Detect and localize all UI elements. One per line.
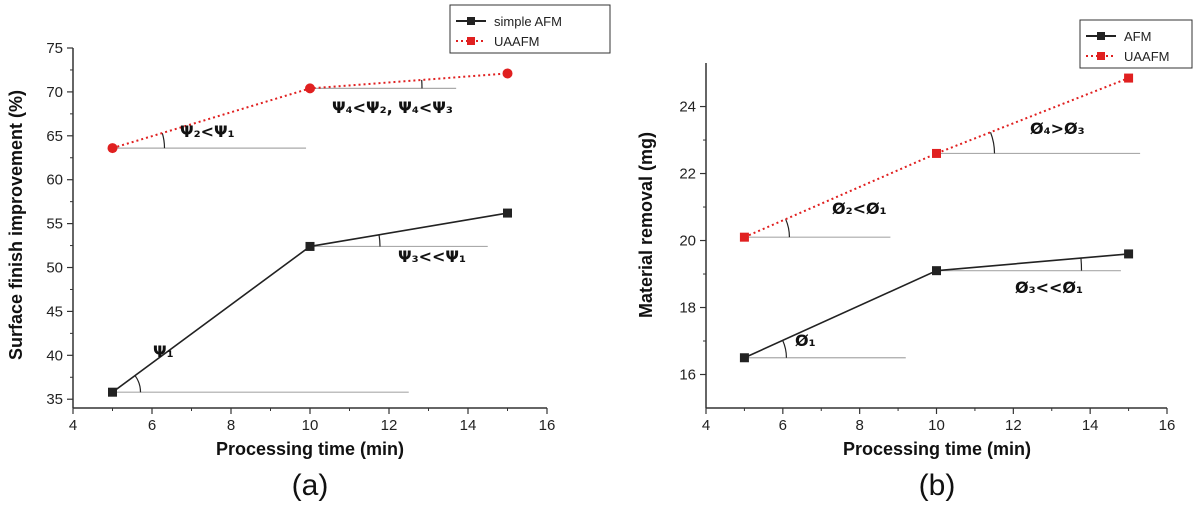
data-point bbox=[107, 143, 118, 154]
angle-annotation: Ψ₂<Ψ₁ bbox=[180, 122, 235, 141]
angle-guides-b bbox=[744, 132, 1141, 359]
data-point bbox=[305, 83, 315, 94]
angle-annotation: Ψ₁ bbox=[153, 342, 174, 361]
y-tick-label: 50 bbox=[46, 260, 63, 277]
panel-caption-b: (b) bbox=[919, 469, 956, 502]
x-tick-label: 14 bbox=[460, 417, 477, 434]
x-tick-label: 4 bbox=[69, 417, 77, 434]
x-tick-label: 4 bbox=[702, 417, 710, 434]
data-point bbox=[108, 387, 117, 397]
x-tick-label: 10 bbox=[928, 417, 945, 434]
y-tick-label: 20 bbox=[679, 233, 696, 250]
y-tick-label: 55 bbox=[46, 216, 63, 233]
angle-annotation: Ø₁ bbox=[795, 331, 816, 350]
angle-annotation: Ø₃<<Ø₁ bbox=[1015, 278, 1083, 297]
series-group-b bbox=[739, 73, 1134, 363]
y-tick-label: 45 bbox=[46, 303, 63, 320]
axes-a: 4 6 8 10 12 14 16 35 40 45 50 55 60 65 70 75 bbox=[46, 40, 555, 434]
y-tick-label: 75 bbox=[46, 40, 63, 57]
data-point bbox=[503, 208, 512, 218]
angle-annotation: Ψ₃<<Ψ₁ bbox=[398, 247, 466, 266]
y-axis-label-b: Material removal (mg) bbox=[636, 132, 656, 318]
x-axis-label-b: Processing time (min) bbox=[843, 439, 1031, 459]
chart-panel-b: 4 6 8 10 12 14 16 16 18 20 22 24 Ø₁ Ø₂<Ø₁ Ø₃<<Ø₁ Ø₄>Ø₃… bbox=[636, 19, 1193, 502]
axes-b: 4 6 8 10 12 14 16 16 18 20 22 24 bbox=[679, 63, 1175, 434]
legend-label-uaafm-b: UAAFM bbox=[1124, 49, 1170, 64]
annotations-a: Ψ₁ Ψ₂<Ψ₁ Ψ₃<<Ψ₁ Ψ₄<Ψ₂, Ψ₄<Ψ₃ bbox=[153, 98, 466, 361]
y-axis-label-a: Surface finish improvement (%) bbox=[6, 90, 26, 360]
y-tick-label: 16 bbox=[679, 367, 696, 384]
x-tick-label: 16 bbox=[539, 417, 556, 434]
legend-marker-uaafm-b bbox=[1097, 52, 1105, 60]
y-tick-label: 60 bbox=[46, 172, 63, 189]
y-tick-label: 24 bbox=[679, 99, 696, 116]
legend-label-simple-afm: simple AFM bbox=[494, 14, 562, 29]
angle-arc bbox=[378, 234, 381, 247]
x-tick-label: 6 bbox=[779, 417, 787, 434]
data-point bbox=[1124, 249, 1134, 259]
legend-label-uaafm-a: UAAFM bbox=[494, 34, 540, 49]
angle-arc bbox=[134, 375, 142, 393]
data-point bbox=[739, 232, 749, 242]
angle-annotation: Ø₂<Ø₁ bbox=[832, 199, 887, 218]
data-point bbox=[305, 241, 315, 251]
data-point bbox=[932, 266, 941, 276]
x-tick-label: 12 bbox=[381, 417, 398, 434]
angle-arc bbox=[782, 340, 788, 358]
y-tick-label: 22 bbox=[679, 166, 696, 183]
x-tick-label: 12 bbox=[1005, 417, 1022, 434]
x-tick-label: 6 bbox=[148, 417, 156, 434]
legend-a: simple AFM UAAFM bbox=[449, 4, 611, 54]
series-group-a bbox=[107, 68, 513, 397]
x-tick-label: 8 bbox=[227, 417, 235, 434]
legend-marker-uaafm-a bbox=[467, 37, 475, 45]
data-point bbox=[932, 148, 941, 158]
y-tick-label: 65 bbox=[46, 128, 63, 145]
panel-caption-a: (a) bbox=[292, 469, 329, 502]
angle-arc bbox=[161, 132, 166, 149]
legend-marker-afm bbox=[1097, 32, 1105, 40]
x-axis-label-a: Processing time (min) bbox=[216, 439, 404, 459]
annotations-b: Ø₁ Ø₂<Ø₁ Ø₃<<Ø₁ Ø₄>Ø₃ bbox=[795, 119, 1085, 350]
angle-arc bbox=[785, 218, 791, 238]
x-tick-label: 8 bbox=[855, 417, 863, 434]
y-tick-label: 35 bbox=[46, 391, 63, 408]
chart-panel-a: 4 6 8 10 12 14 16 35 40 45 50 55 60 65 70 75 Ψ₁ Ψ₂<Ψ₁ Ψ₃<… bbox=[6, 4, 611, 502]
data-point bbox=[1124, 73, 1134, 83]
x-tick-label: 14 bbox=[1082, 417, 1099, 434]
y-tick-label: 70 bbox=[46, 84, 63, 101]
data-point bbox=[502, 68, 513, 79]
x-tick-label: 10 bbox=[302, 417, 319, 434]
y-tick-label: 40 bbox=[46, 347, 63, 364]
series-line-a-0 bbox=[112, 212, 508, 393]
y-tick-label: 18 bbox=[679, 300, 696, 317]
legend-box-a bbox=[449, 4, 611, 54]
legend-marker-simple-afm bbox=[467, 17, 475, 25]
angle-annotation: Ø₄>Ø₃ bbox=[1030, 119, 1085, 138]
angle-annotation: Ψ₄<Ψ₂, Ψ₄<Ψ₃ bbox=[332, 98, 453, 117]
legend-label-afm: AFM bbox=[1124, 29, 1151, 44]
x-tick-label: 16 bbox=[1159, 417, 1176, 434]
legend-b: AFM UAAFM bbox=[1079, 19, 1193, 69]
angle-arc bbox=[989, 132, 996, 154]
data-point bbox=[739, 353, 749, 363]
angle-arc bbox=[1080, 258, 1083, 271]
